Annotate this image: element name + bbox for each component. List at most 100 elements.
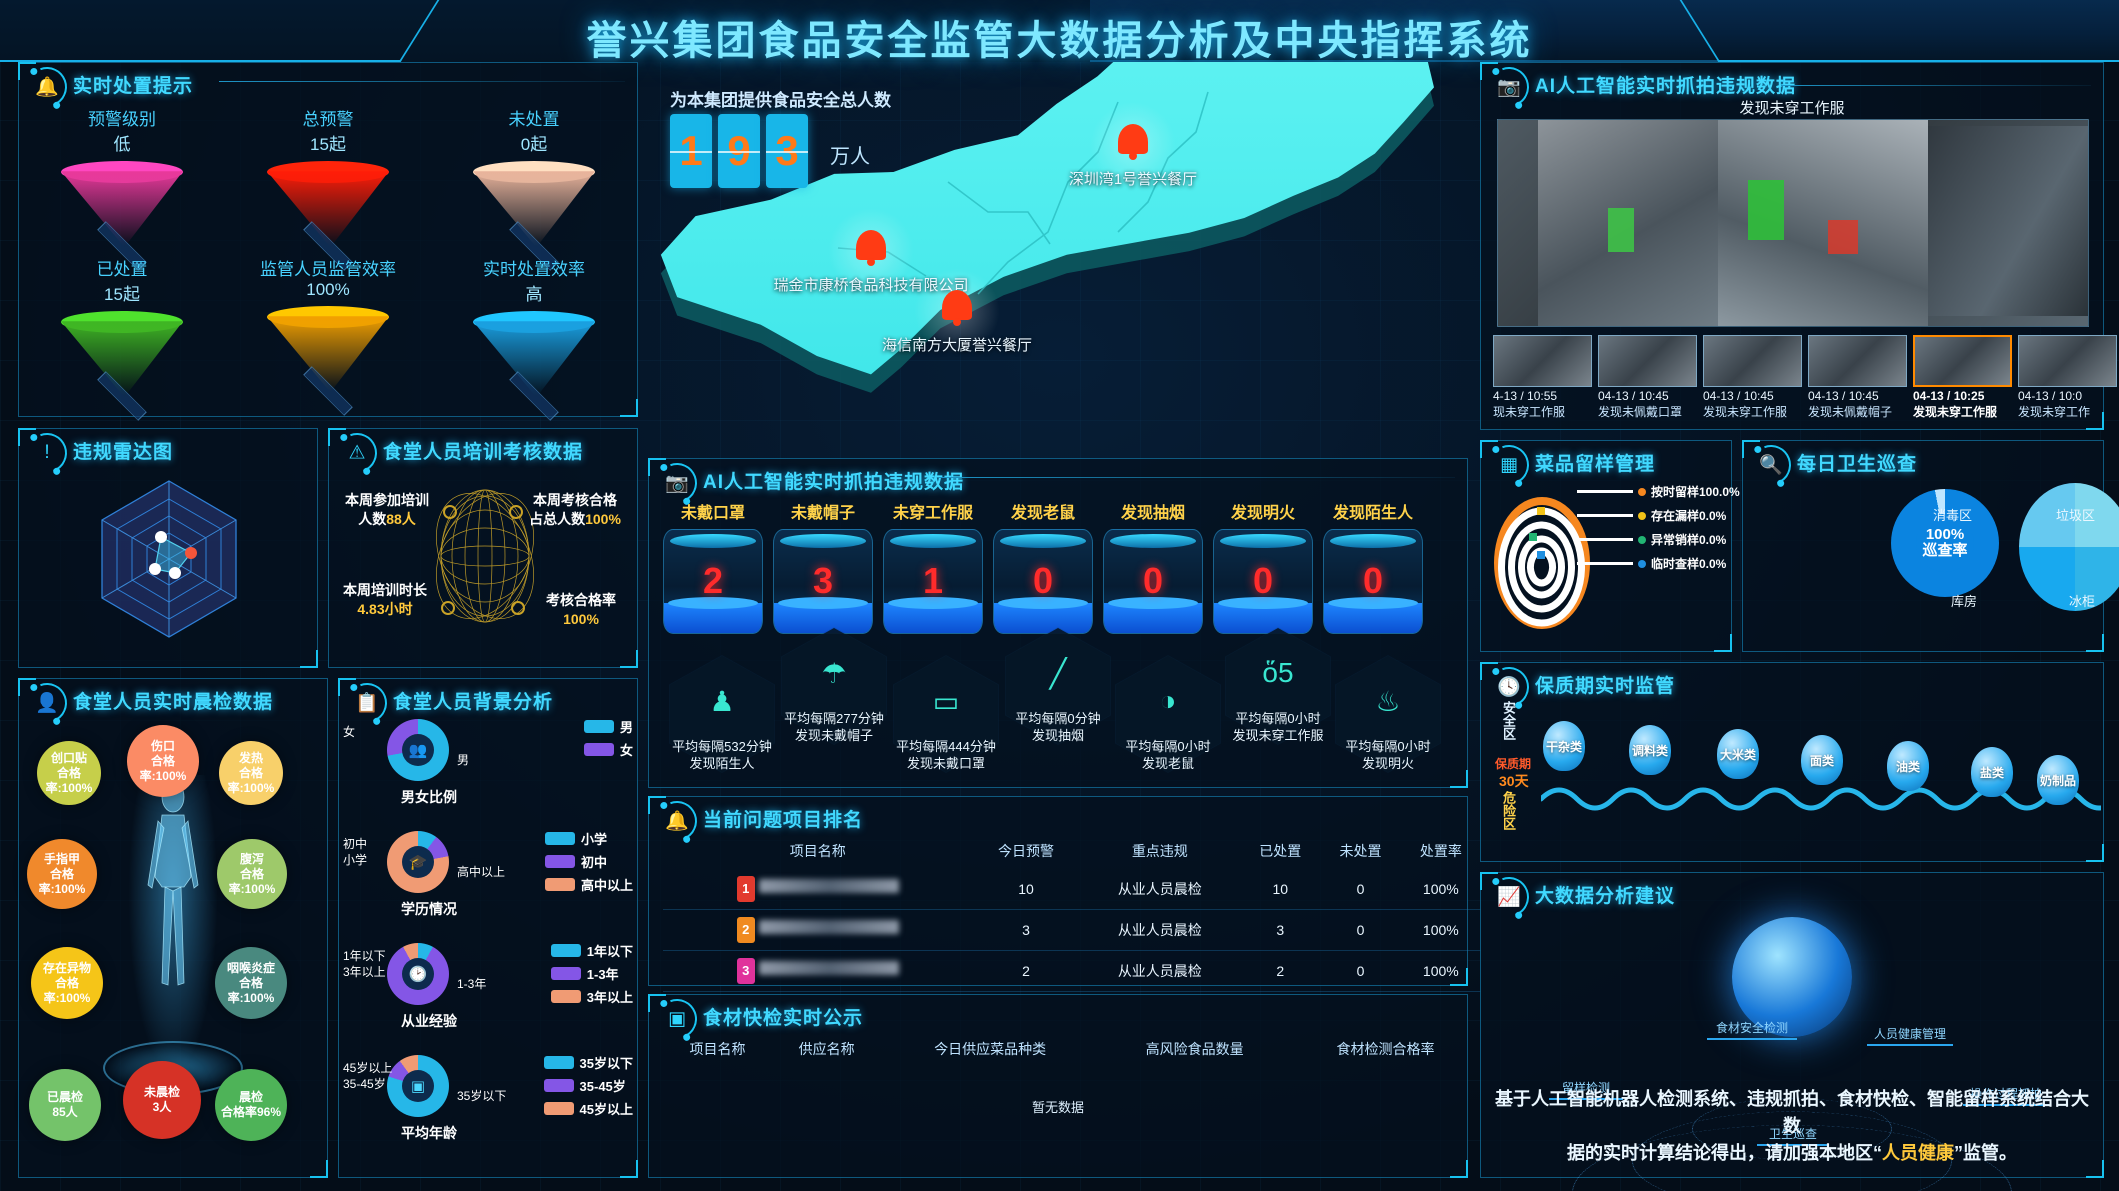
cell-today-alerts: 10	[972, 869, 1080, 910]
legend-item-2: 高中以上	[544, 875, 633, 894]
lead-label-right-0: 35岁以下	[457, 1089, 507, 1103]
table-body: 1 10 从业人员晨检 10 0 100% 2 3 从业人员晨检 3 0 100% 3 2 从业人员晨…	[663, 869, 1481, 992]
sample-legend: 按时留样100.0% 存在漏样0.0% 异常销样0.0% 临时查样0.0%	[1577, 483, 1740, 579]
chart-legend: 小学 初中 高中以上	[544, 829, 633, 898]
cell-rate: 100%	[1400, 950, 1481, 992]
hex-interval: 平均每隔532分钟	[672, 739, 772, 754]
panel-daily-hygiene: 🔍 每日卫生巡查 100% 巡查率 消毒区 垃圾区 库房 冰柜	[1742, 438, 2119, 652]
cell-today-alerts: 3	[972, 909, 1080, 951]
training-globe-graphic	[435, 489, 535, 623]
counter-label: 发现老鼠	[1010, 505, 1075, 522]
training-stat-pass-rate: 考核合格率 100%	[546, 592, 616, 627]
column-header-0: 项目名称	[689, 1041, 746, 1057]
search-location-icon: 🔍	[1744, 438, 1798, 492]
lead-label-left-0: 女	[343, 725, 356, 739]
counter-value: 1	[922, 560, 944, 601]
hex-label-3: 平均每隔0分钟 发现抽烟	[991, 711, 1125, 745]
chart-caption: 男女比例	[401, 789, 457, 805]
id-card-icon: ▣	[402, 1070, 434, 1102]
column-header-2: 重点违规	[1131, 843, 1188, 859]
legend-item-1: 女	[583, 740, 633, 759]
table-row[interactable]: 3 2 从业人员晨检 2 0 100%	[663, 950, 1481, 992]
column-header-5: 处置率	[1419, 843, 1462, 859]
hex-interval: 平均每隔277分钟	[784, 711, 884, 726]
map-marker-0[interactable]	[1090, 102, 1176, 188]
rank-badge: 1	[736, 876, 755, 902]
lead-label-left-0: 初中	[343, 837, 368, 851]
camera-thumbnail-strip[interactable]: 4-13 / 10:55 现未穿工作服 04-13 / 10:45 发现未佩戴口罩 04…	[1493, 335, 2117, 420]
sample-box-icon: ▦	[1482, 438, 1536, 492]
camera-thumbnail-0[interactable]: 4-13 / 10:55 现未穿工作服	[1493, 335, 1592, 420]
thumbnail-time: 04-13 / 10:45	[1703, 389, 1774, 403]
panel-training-assessment: ⚠ 食堂人员培训考核数据 本周参加培训 人数88人 本周考核合格 占总人数100% …	[328, 426, 638, 668]
redacted-project-name	[758, 879, 899, 893]
body-silhouette-icon	[147, 781, 199, 986]
hex-label-2: 平均每隔444分钟 发现未戴口罩	[879, 739, 1013, 773]
legend-item-0: 35岁以下	[543, 1053, 633, 1072]
table-row[interactable]: 1 10 从业人员晨检 10 0 100%	[663, 869, 1481, 910]
panel-title-ai-counters: AI人工智能实时抓拍违规数据	[703, 472, 965, 493]
camera-thumbnail-5[interactable]: 04-13 / 10:0 发现未穿工作	[2018, 335, 2117, 420]
camera-thumbnail-2[interactable]: 04-13 / 10:45 发现未穿工作服	[1703, 335, 1802, 420]
table-row[interactable]: 2 3 从业人员晨检 3 0 100%	[663, 909, 1481, 951]
counter-value: 2	[702, 560, 724, 601]
table-header-row: 项目名称 供应名称 今日供应菜品种类 高风险食品数量 食材检测合格率	[663, 1035, 1481, 1067]
panel-title-shelf-life: 保质期实时监管	[1535, 676, 1676, 697]
panel-title-food-quick-check: 食材快检实时公示	[703, 1008, 864, 1029]
panel-title-sample-management: 菜品留样管理	[1535, 454, 1656, 475]
camera-thumbnail-3[interactable]: 04-13 / 10:45 发现未佩戴帽子	[1808, 335, 1907, 420]
legend-item-1: 1-3年	[550, 964, 633, 983]
thumbnail-time: 04-13 / 10:25	[1913, 389, 1985, 403]
column-header-4: 食材检测合格率	[1336, 1041, 1435, 1057]
lead-label-right-0: 高中以上	[457, 865, 506, 879]
problem-ranking-table: 项目名称 今日预警 重点违规 已处置 未处置 处置率 1 10 从业人员晨检 10 0 100% 2…	[663, 837, 1481, 992]
uniform-icon: ὅ5	[1262, 657, 1294, 688]
cell-project-name: 3	[663, 950, 973, 992]
hex-cell-0: ♟	[669, 655, 775, 773]
page-title: 誉兴集团食品安全监管大数据分析及中央指挥系统	[586, 19, 1533, 63]
training-ring-4	[511, 601, 525, 615]
violation-counter-6: 发现陌生人 0	[1323, 499, 1423, 634]
map-marker-label-0: 深圳湾1号誉兴餐厅	[1068, 171, 1198, 188]
chef-hat-icon: ☂	[821, 658, 847, 689]
hex-cell-2: ▭	[893, 655, 999, 773]
alert-value: 低	[113, 135, 131, 155]
cell-unhandled: 0	[1320, 869, 1401, 910]
camera-thumbnail-1[interactable]: 04-13 / 10:45 发现未佩戴口罩	[1598, 335, 1697, 420]
alert-label: 未处置	[508, 110, 560, 129]
column-header-3: 高风险食品数量	[1145, 1041, 1244, 1057]
morning-bubble-0: 创口贴 合格 率:100%	[37, 741, 101, 805]
chart-caption: 学历情况	[401, 901, 457, 917]
morning-bubble-6: 咽喉炎症 合格 率:100%	[215, 947, 287, 1019]
cell-key-violation: 从业人员晨检	[1079, 909, 1241, 951]
map-marker-1[interactable]	[828, 208, 914, 294]
morning-bubble-5: 存在异物 合格 率:100%	[31, 947, 103, 1019]
alert-label: 实时处置效率	[483, 260, 585, 279]
hex-event: 发现陌生人	[689, 755, 755, 771]
thumbnail-label: 发现未穿工作	[2018, 405, 2091, 419]
globe-graphic	[1732, 917, 1852, 1037]
hex-label-4: 平均每隔0小时 发现老鼠	[1101, 739, 1235, 773]
region-map	[660, 62, 1434, 393]
radar-svg	[101, 480, 237, 638]
hex-event: 发现未戴帽子	[794, 727, 873, 743]
panel-food-quick-check: ▣ 食材快检实时公示 项目名称 供应名称 今日供应菜品种类 高风险食品数量 食材检测合格…	[648, 992, 1468, 1178]
thumbnail-time: 04-13 / 10:45	[1598, 389, 1669, 403]
cell-handled: 10	[1240, 869, 1321, 910]
panel-sample-management: ▦ 菜品留样管理 按时留样100.0% 存在漏样0.0% 异常销样0.0% 临时查样0…	[1480, 438, 1740, 652]
camera-main-view[interactable]	[1497, 119, 2089, 327]
panel-bigdata-advice: 📈 大数据分析建议 食材安全检测 人员健康管理 留样检测 操作过程抓拍 卫生巡查…	[1480, 870, 2104, 1191]
funnel-graphic	[473, 311, 595, 422]
funnel-graphic	[267, 161, 389, 272]
alert-cell-5: 实时处置效率高	[431, 259, 637, 422]
shelf-axis-safe: 安全区	[1501, 701, 1516, 740]
hex-label-5: 平均每隔0小时 发现未穿工作服	[1211, 711, 1345, 745]
map-marker-2[interactable]	[914, 268, 1000, 354]
camera-thumbnail-4[interactable]: 04-13 / 10:25 发现未穿工作服	[1913, 335, 2012, 420]
counter-label: 发现陌生人	[1332, 505, 1413, 522]
counter-tube: 0	[1323, 529, 1423, 634]
hex-event: 发现未穿工作服	[1232, 727, 1324, 743]
cell-handled: 3	[1240, 909, 1321, 951]
counter-tube: 2	[663, 529, 763, 634]
sample-legend-item-1: 存在漏样0.0%	[1577, 507, 1740, 524]
